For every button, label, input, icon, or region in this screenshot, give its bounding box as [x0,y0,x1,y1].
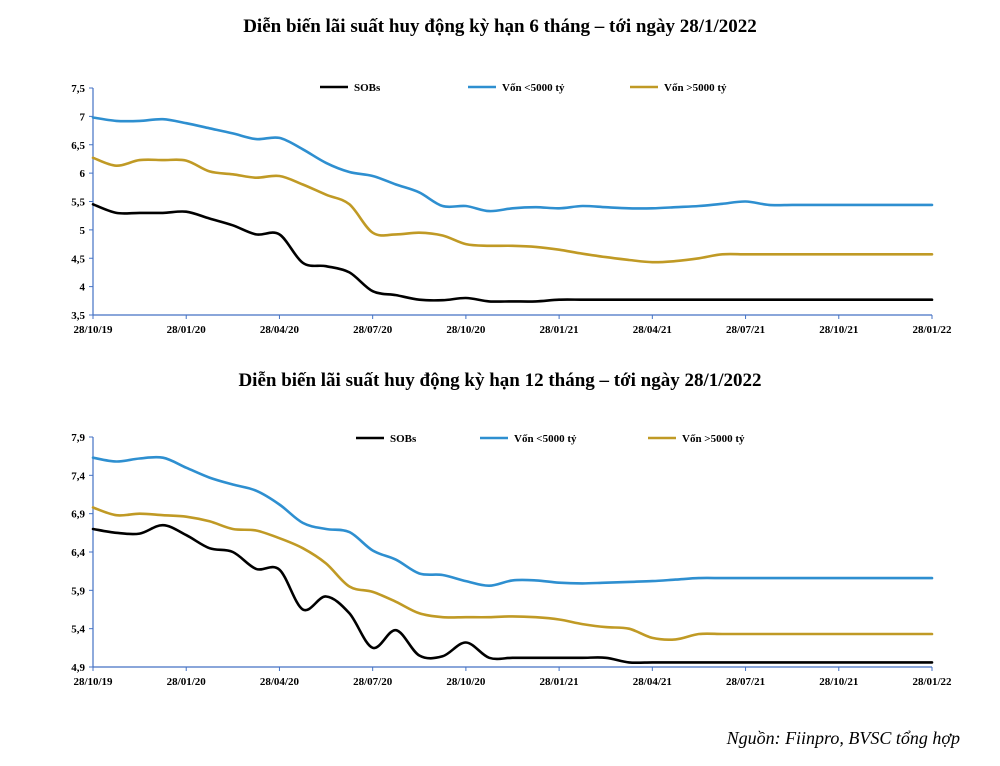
chart-12m: 7,9 7,4 6,9 6,4 5,9 5,4 4,9 28/10/19 28/01/20 28/… [71,432,952,688]
y-tick-label: 6,9 [71,509,85,521]
legend-label-large: Vốn >5000 tỷ [682,433,745,445]
y-tick-label: 4 [80,282,86,294]
y-tick-label: 3,5 [71,310,85,322]
y-tick-label: 5,9 [71,585,85,597]
y-tick-label: 4,9 [71,662,85,674]
x-tick-label: 28/10/21 [819,676,858,688]
series-line-sobs [91,523,934,665]
legend-label-small: Vốn <5000 tỷ [514,433,577,445]
x-tick-label: 28/01/22 [912,676,952,688]
y-tick-label: 7 [80,111,86,123]
x-tick-label: 28/07/21 [726,324,765,336]
chart-6m-title: Diễn biến lãi suất huy động kỳ hạn 6 thá… [243,16,757,37]
legend-label-small: Vốn <5000 tỷ [502,82,565,94]
x-tick-label: 28/07/21 [726,676,765,688]
y-tick-label: 4,5 [71,253,85,265]
x-tick-label: 28/04/20 [260,324,300,336]
y-tick-label: 7,4 [71,470,85,482]
x-tick-label: 28/04/21 [633,324,672,336]
series-line-small [91,455,934,588]
legend-label-sobs: SOBs [390,433,417,445]
y-tick-label: 6,4 [71,547,85,559]
y-tick-label: 5,5 [71,197,85,209]
x-tick-label: 28/07/20 [353,324,393,336]
series-line-large [91,506,934,641]
x-tick-label: 28/01/21 [540,324,579,336]
x-tick-label: 28/01/20 [167,676,207,688]
y-tick-label: 6,5 [71,140,85,152]
x-tick-label: 28/10/20 [446,676,486,688]
source-note: Nguồn: Fiinpro, BVSC tổng hợp [726,728,960,748]
x-tick-label: 28/10/19 [73,676,113,688]
chart-6m: 7,5 7 6,5 6 5,5 5 4,5 4 3,5 28/10/19 28/01/20 28/04… [71,82,952,336]
y-tick-label: 7,9 [71,432,85,444]
x-tick-label: 28/01/21 [540,676,579,688]
x-tick-label: 28/01/20 [167,324,207,336]
y-tick-label: 5 [80,225,86,237]
x-tick-label: 28/04/21 [633,676,672,688]
x-tick-label: 28/01/22 [912,324,952,336]
series-line-sobs [91,203,934,303]
y-tick-label: 7,5 [71,83,85,95]
x-tick-label: 28/04/20 [260,676,300,688]
series-line-small [91,116,934,213]
x-tick-label: 28/07/20 [353,676,393,688]
x-tick-label: 28/10/19 [73,324,113,336]
legend-label-sobs: SOBs [354,82,381,94]
chart-12m-title: Diễn biến lãi suất huy động kỳ hạn 12 th… [238,370,762,391]
y-tick-label: 6 [80,168,86,180]
legend-label-large: Vốn >5000 tỷ [664,82,727,94]
series-line-large [91,156,934,264]
x-tick-label: 28/10/20 [446,324,486,336]
x-tick-label: 28/10/21 [819,324,858,336]
y-tick-label: 5,4 [71,624,85,636]
